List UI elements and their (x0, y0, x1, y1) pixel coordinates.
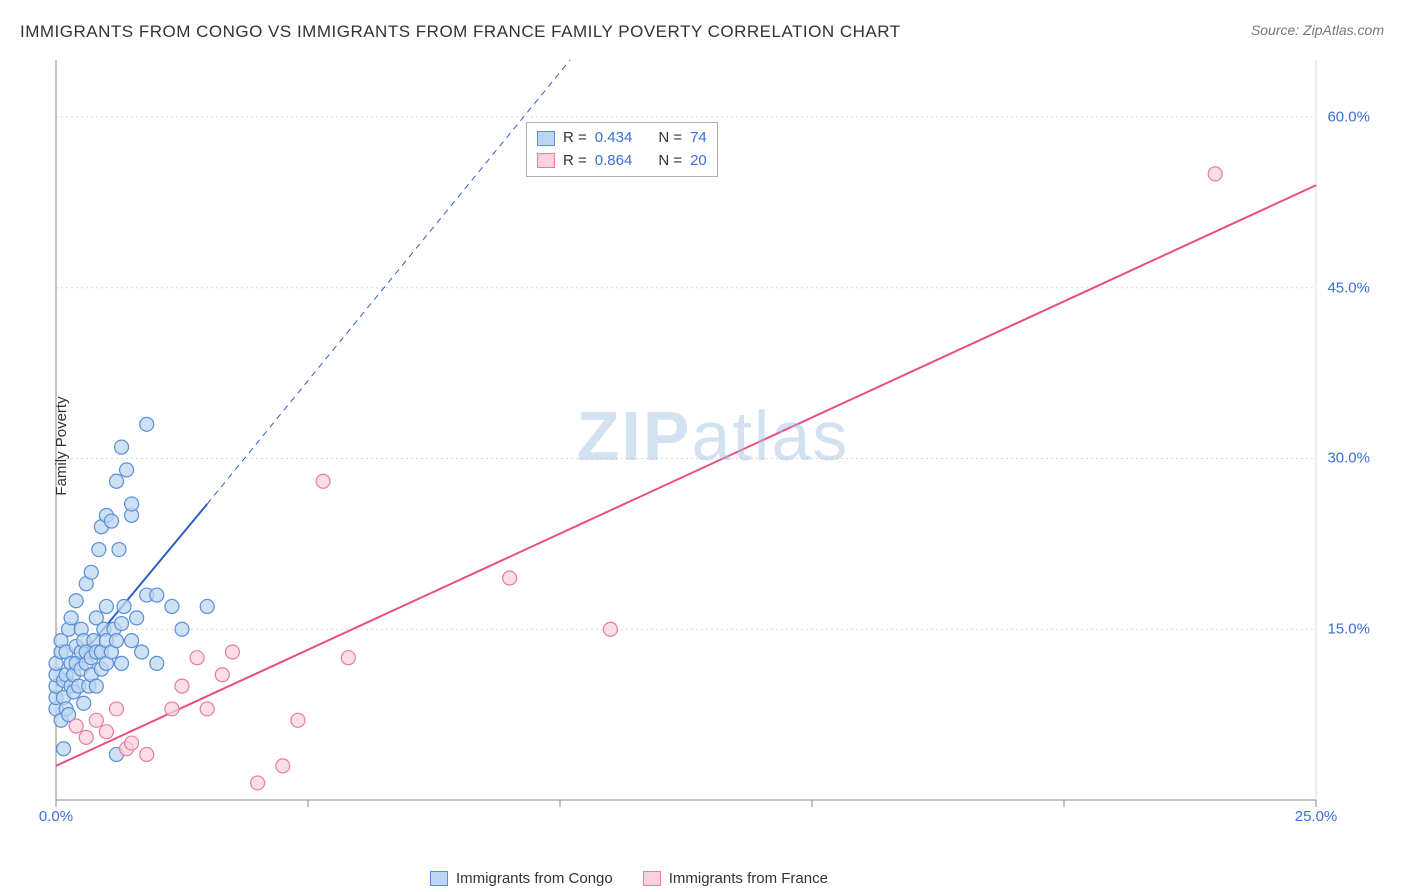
legend-row: R = 0.864 N = 20 (537, 150, 707, 173)
legend-row: R = 0.434 N = 74 (537, 127, 707, 150)
chart-plot-area: ZIPatlas R = 0.434 N = 74 R = 0.864 N = … (48, 60, 1378, 820)
chart-title: IMMIGRANTS FROM CONGO VS IMMIGRANTS FROM… (20, 22, 901, 42)
y-tick-label: 45.0% (1327, 279, 1370, 296)
x-tick-label: 0.0% (39, 808, 73, 825)
legend-item: Immigrants from Congo (430, 870, 613, 887)
swatch-icon (537, 153, 555, 168)
swatch-icon (537, 131, 555, 146)
y-tick-label: 60.0% (1327, 108, 1370, 125)
correlation-legend: R = 0.434 N = 74 R = 0.864 N = 20 (526, 122, 718, 177)
source-attribution: Source: ZipAtlas.com (1251, 22, 1384, 38)
swatch-icon (430, 871, 448, 886)
swatch-icon (643, 871, 661, 886)
y-tick-label: 30.0% (1327, 450, 1370, 467)
series-legend: Immigrants from Congo Immigrants from Fr… (430, 870, 828, 887)
legend-item: Immigrants from France (643, 870, 828, 887)
y-axis-label: Family Poverty (53, 396, 70, 495)
x-tick-label: 25.0% (1295, 808, 1338, 825)
y-tick-label: 15.0% (1327, 621, 1370, 638)
